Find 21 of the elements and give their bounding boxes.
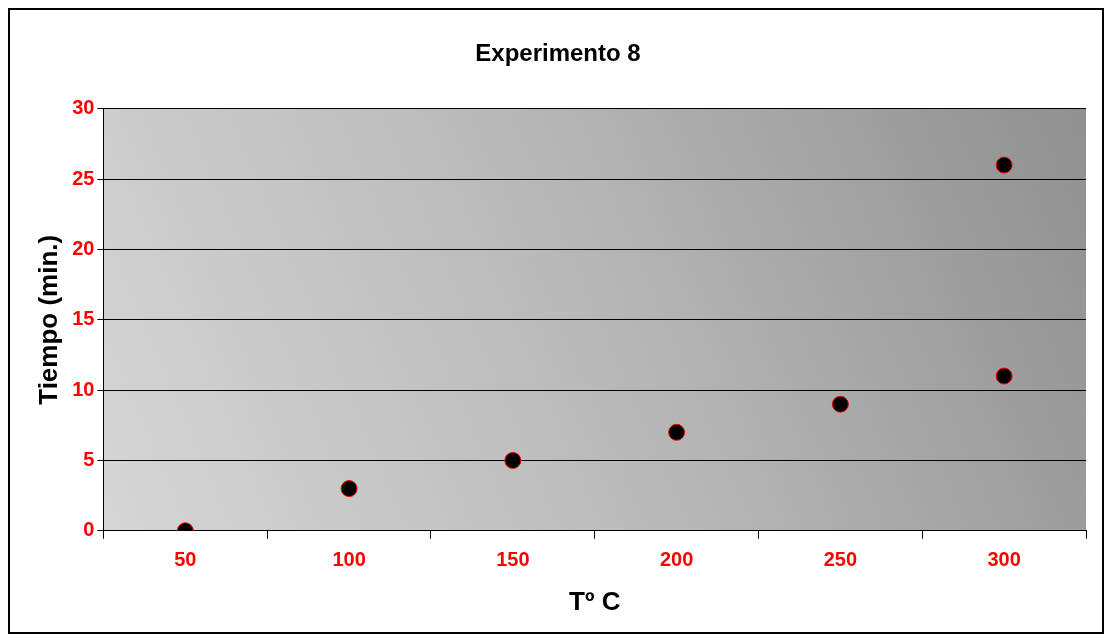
x-tick-label: 250 bbox=[823, 548, 858, 571]
x-axis-title: Tº C bbox=[569, 585, 621, 616]
y-tick-label: 25 bbox=[72, 166, 95, 189]
chart-title: Experimento 8 bbox=[475, 39, 641, 67]
point bbox=[995, 367, 1013, 385]
x-tick-label: 150 bbox=[496, 548, 530, 571]
point bbox=[831, 395, 849, 413]
y-tick-label: 5 bbox=[83, 447, 95, 470]
x-tick-label: 300 bbox=[987, 548, 1021, 571]
y-axis-title: Tiempo (min.) bbox=[32, 234, 63, 405]
point bbox=[668, 423, 686, 441]
point bbox=[504, 451, 522, 469]
y-tick-label: 20 bbox=[72, 236, 95, 259]
point bbox=[340, 480, 358, 498]
y-tick-label: 15 bbox=[72, 307, 95, 330]
x-tick-label: 100 bbox=[332, 548, 366, 571]
y-tick-label: 30 bbox=[72, 96, 95, 119]
y-tick-label: 10 bbox=[72, 377, 95, 400]
x-tick-label: 50 bbox=[174, 548, 197, 571]
x-tick-label: 200 bbox=[659, 548, 694, 571]
y-tick-label: 0 bbox=[83, 518, 95, 541]
